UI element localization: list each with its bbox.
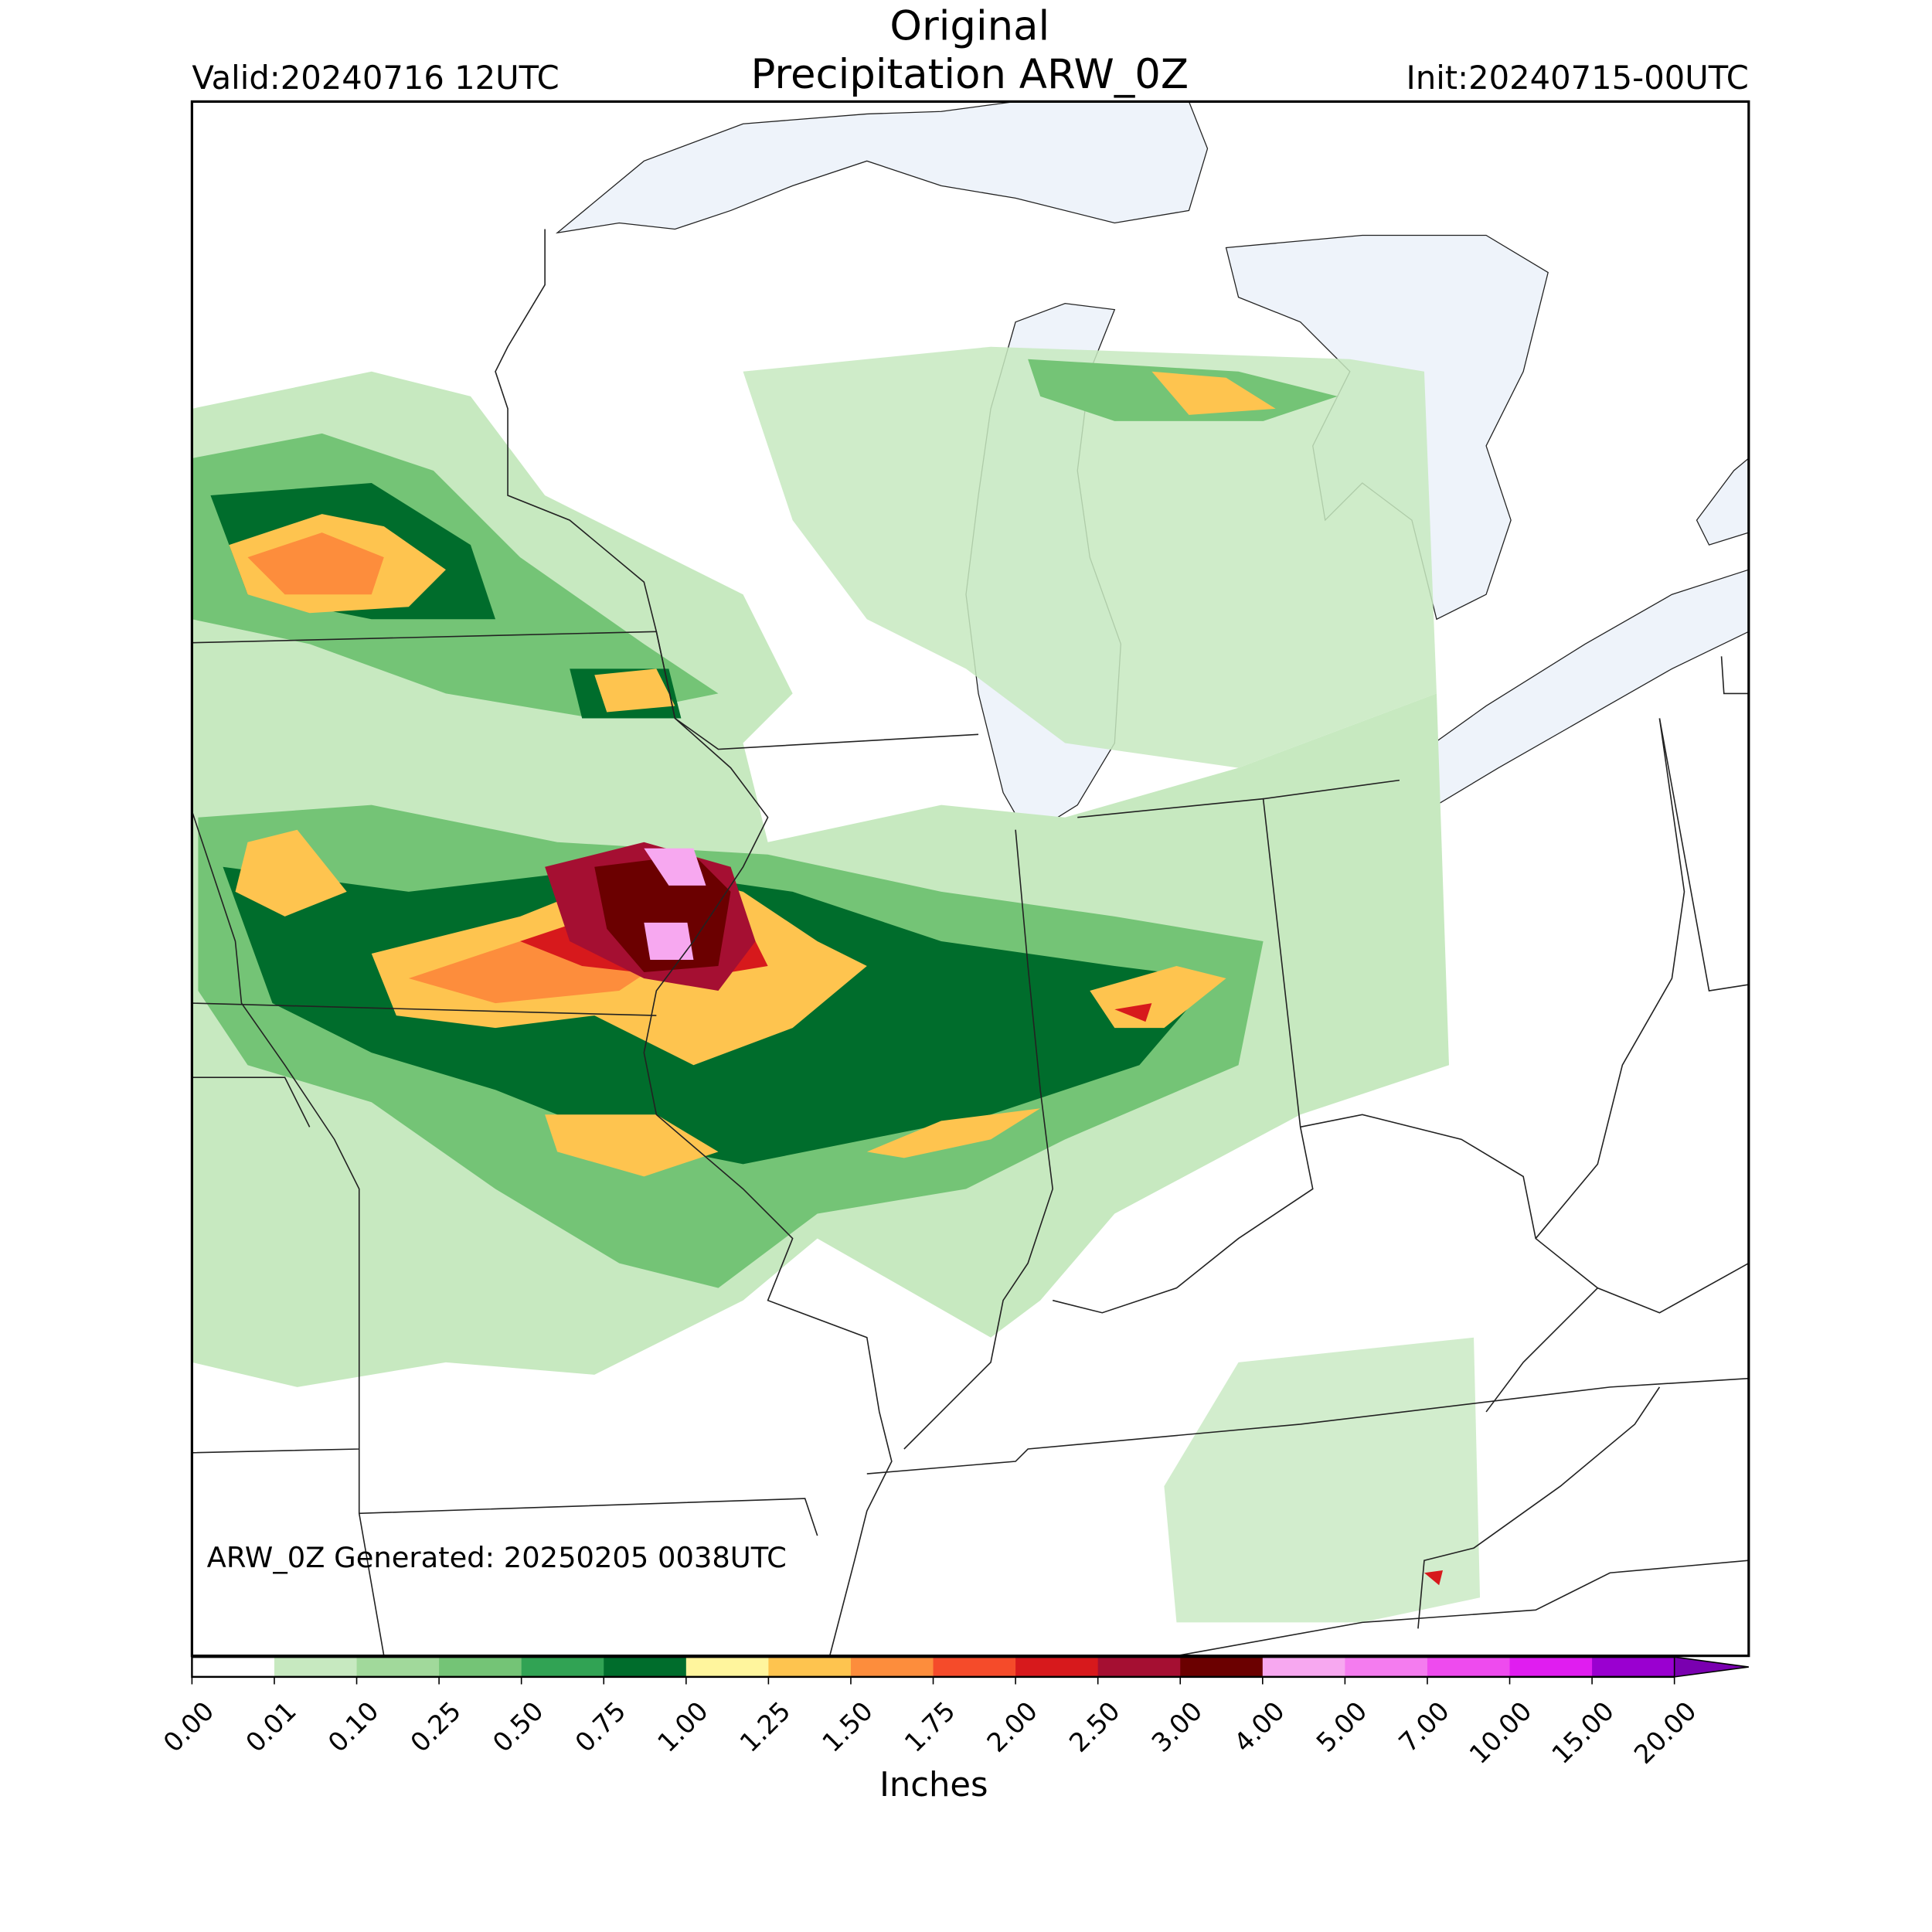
colorbar-tick-label: 1.25 [734,1696,797,1758]
precipitation [192,346,1481,1623]
colorbar-tick-label: 0.50 [487,1696,549,1758]
colorbar-tick-label: 2.50 [1063,1696,1126,1758]
colorbar-segment [1345,1657,1428,1677]
colorbar-segment [1015,1657,1099,1677]
lake-ontario [1696,457,1749,546]
colorbar-tick-label: 4.00 [1228,1696,1291,1758]
colorbar-tick-label: 1.75 [899,1696,961,1758]
colorbar-tick-label: 20.00 [1628,1696,1702,1770]
map: ARW_0Z Generated: 20250205 0038UTC [190,100,1750,1658]
colorbar-segment [439,1657,522,1677]
colorbar-tick-label: 7.00 [1393,1696,1455,1758]
colorbar-tick-label: 2.00 [981,1696,1044,1758]
colorbar-segment [1262,1657,1345,1677]
colorbar-segment [521,1657,604,1677]
colorbar-tick-label: 10.00 [1464,1696,1538,1770]
colorbar-segment [604,1657,687,1677]
colorbar-tick-label: 0.25 [405,1696,468,1758]
colorbar-segment [768,1657,852,1677]
colorbar-segment [274,1657,358,1677]
colorbar-segment [933,1657,1016,1677]
colorbar-segment [1427,1657,1511,1677]
colorbar-segment [850,1657,934,1677]
colorbar-segment [1180,1657,1264,1677]
init-time: Init:20240715-00UTC [1406,59,1749,97]
colorbar-tick-label: 1.50 [816,1696,879,1758]
valid-time: Valid:20240716 12UTC [192,59,559,97]
title: Original [889,2,1049,49]
colorbar-segment [685,1657,769,1677]
subtitle: Precipitation ARW_0Z [750,51,1189,98]
map-frame [190,100,1750,1658]
colorbar-tick-label: 0.01 [240,1696,302,1758]
generated-annotation: ARW_0Z Generated: 20250205 0038UTC [207,1541,787,1574]
colorbar-tick-label: 5.00 [1311,1696,1373,1758]
colorbar-tick-label: 1.00 [651,1696,714,1758]
colorbar-label: Inches [879,1766,988,1804]
colorbar-tick-label: 0.00 [158,1696,220,1758]
colorbar-segment [192,1657,275,1677]
colorbar-tick-label: 15.00 [1546,1696,1620,1770]
boundaries [192,229,1749,1656]
colorbar-tick-label: 0.10 [322,1696,385,1758]
colorbar-segment [1097,1657,1181,1677]
colorbar-segment [1509,1657,1593,1677]
colorbar-segment [1592,1657,1675,1677]
lake-superior [555,101,1209,234]
colorbar: 0.00 0.01 0.10 0.25 0.50 0.75 1.00 1.25 1.50 1.75… [158,1656,1749,1770]
colorbar-tick-label: 0.75 [570,1696,632,1758]
colorbar-segment [356,1657,440,1677]
colorbar-tick-label: 3.00 [1146,1696,1209,1758]
colorbar-extend [1673,1656,1749,1678]
